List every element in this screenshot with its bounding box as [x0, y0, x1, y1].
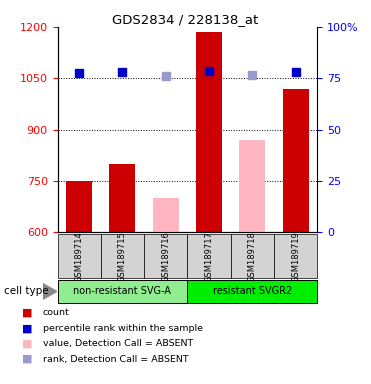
Text: GSM189714: GSM189714: [75, 231, 83, 282]
Bar: [66, 181, 92, 232]
Bar: [187, 234, 231, 278]
Text: rank, Detection Call = ABSENT: rank, Detection Call = ABSENT: [43, 354, 188, 364]
Text: ■: ■: [22, 339, 33, 349]
Text: percentile rank within the sample: percentile rank within the sample: [43, 324, 203, 333]
Text: count: count: [43, 308, 69, 318]
Text: GSM189715: GSM189715: [118, 231, 127, 282]
Polygon shape: [43, 283, 57, 300]
Text: resistant SVGR2: resistant SVGR2: [213, 286, 292, 296]
Bar: [283, 88, 309, 232]
Bar: [58, 234, 101, 278]
Bar: [109, 164, 135, 232]
Bar: [196, 32, 222, 232]
Bar: [101, 234, 144, 278]
Text: ■: ■: [22, 308, 33, 318]
Text: GSM189717: GSM189717: [204, 231, 213, 282]
Text: cell type: cell type: [4, 286, 48, 296]
Text: GSM189718: GSM189718: [248, 231, 257, 282]
Text: value, Detection Call = ABSENT: value, Detection Call = ABSENT: [43, 339, 193, 348]
Text: ■: ■: [22, 354, 33, 364]
Text: GSM189719: GSM189719: [291, 231, 300, 282]
Text: ■: ■: [22, 323, 33, 333]
Bar: [274, 234, 317, 278]
Bar: [187, 280, 317, 303]
Bar: [239, 140, 265, 232]
Bar: [153, 198, 179, 232]
Text: GSM189716: GSM189716: [161, 231, 170, 282]
Bar: [144, 234, 187, 278]
Text: non-resistant SVG-A: non-resistant SVG-A: [73, 286, 171, 296]
Bar: [58, 280, 187, 303]
Text: GDS2834 / 228138_at: GDS2834 / 228138_at: [112, 13, 259, 26]
Bar: [231, 234, 274, 278]
